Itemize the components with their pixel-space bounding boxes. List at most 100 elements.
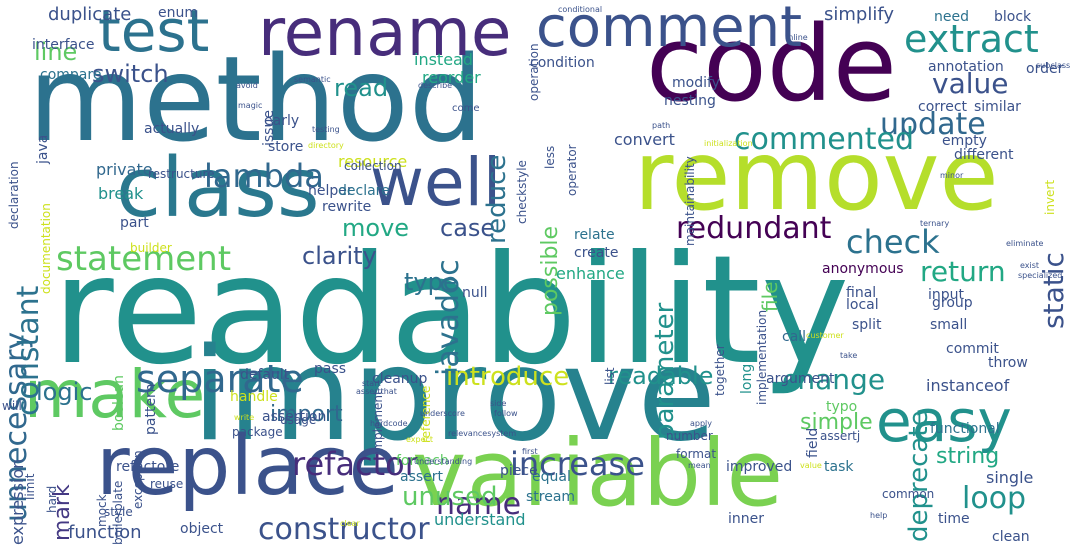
word-value: value <box>800 461 822 470</box>
word-operation: operation <box>527 43 541 101</box>
word-unused: unused <box>402 482 498 512</box>
word-helper: helper <box>308 183 353 199</box>
word-rewrite: rewrite <box>322 199 372 215</box>
word-customer: customer <box>806 331 844 340</box>
word-time: time <box>938 511 970 527</box>
word-start: start <box>362 379 381 388</box>
word-invert: invert <box>1043 180 1057 216</box>
word-package: package <box>232 425 283 439</box>
word-hardcode: hardcode <box>370 419 408 428</box>
word-enum: enum <box>158 5 198 21</box>
word-refactor: refactor <box>292 445 418 483</box>
word-typo: typo <box>826 399 858 415</box>
word-instead: instead <box>414 50 473 69</box>
word-limit: limit <box>23 473 37 500</box>
word-empty: empty <box>942 133 987 149</box>
word-readability: readability <box>52 224 850 398</box>
word-maintainability: maintainability <box>683 156 697 246</box>
word-block: block <box>994 9 1032 25</box>
word-help: help <box>870 511 888 520</box>
word-will: will <box>2 399 22 413</box>
word-together: together <box>713 343 727 396</box>
word-argument: argument <box>766 371 835 387</box>
word-break: break <box>98 184 144 203</box>
word-path: path <box>652 121 671 130</box>
word-method: method <box>28 30 484 168</box>
word-handle: handle <box>230 389 278 405</box>
word-switch: switch <box>92 60 169 88</box>
word-readable: readable <box>608 362 714 390</box>
word-clean: clean <box>992 529 1030 545</box>
word-store: store <box>268 139 304 155</box>
word-rename: rename <box>258 0 512 71</box>
word-mock: mock <box>95 494 109 527</box>
word-group: group <box>932 295 973 311</box>
word-small: small <box>930 317 968 333</box>
word-assert: assert <box>400 469 444 485</box>
word-statement: statement <box>56 239 232 279</box>
word-write: write <box>234 413 255 422</box>
word-task: task <box>824 459 854 475</box>
word-class: class <box>116 141 320 236</box>
word-compare: compare <box>40 67 102 83</box>
word-change: change <box>782 363 886 396</box>
word-specialized: specialized <box>1018 271 1063 280</box>
word-java: java <box>35 134 51 164</box>
word-interface: interface <box>32 37 95 53</box>
word-separate: separate <box>136 357 304 401</box>
word-nesting: nesting <box>664 93 716 109</box>
word-expect: expect <box>406 435 434 444</box>
word-name: name <box>436 487 522 522</box>
word-follow: follow <box>494 409 518 418</box>
word-inner: inner <box>728 511 765 527</box>
word-early: early <box>264 113 300 129</box>
word-boilerplate: boilerplate <box>111 480 125 545</box>
word-equal: equal <box>532 469 571 485</box>
word-modify: modify <box>672 75 720 91</box>
word-actually: actually <box>144 121 200 137</box>
word-function: function <box>68 522 142 543</box>
word-need: need <box>934 9 969 25</box>
word-avoid: avoid <box>236 81 258 90</box>
word-assertthat: assertthat <box>356 387 397 396</box>
word-final: final <box>846 285 877 301</box>
word-first: first <box>522 447 538 456</box>
word-foreach: foreach <box>396 453 449 469</box>
word-documentation: documentation <box>39 202 53 294</box>
word-side: side <box>490 399 507 408</box>
word-replace: replace <box>96 419 399 514</box>
word-constructor: constructor <box>258 512 430 547</box>
word-similar: similar <box>974 99 1021 115</box>
word-check: check <box>846 223 940 261</box>
word-long: long <box>739 363 755 394</box>
word-null: null <box>462 285 488 301</box>
word-case: case <box>440 214 496 242</box>
word-reuse: reuse <box>150 477 184 491</box>
word-collection: collection <box>344 159 402 173</box>
word-eliminate: eliminate <box>1006 239 1044 248</box>
word-refactore: refactore <box>116 459 180 475</box>
word-value: value <box>932 67 1009 100</box>
word-initialization: initialization <box>704 139 753 148</box>
word-anonymous: anonymous <box>822 261 904 277</box>
word-clarity: clarity <box>302 242 377 270</box>
word-default: default <box>240 367 290 383</box>
word-static: static <box>1037 251 1070 329</box>
word-move: move <box>342 214 410 242</box>
word-minor: minor <box>940 171 964 180</box>
word-input: input <box>928 287 965 303</box>
word-conditional: conditional <box>558 5 603 14</box>
word-inline: inline <box>786 33 808 42</box>
word-declare: declare <box>338 183 390 199</box>
word-understanding: understanding <box>414 457 473 466</box>
word-correct: correct <box>918 99 968 115</box>
word-create: create <box>574 245 619 261</box>
word-understand: understand <box>434 510 526 529</box>
word-apply: apply <box>690 419 713 428</box>
word-different: different <box>954 147 1014 163</box>
word-single: single <box>986 468 1034 487</box>
word-stream: stream <box>526 489 576 505</box>
word-magic: magic <box>238 101 263 110</box>
word-underscore: underscore <box>420 409 465 418</box>
word-simple: simple <box>800 410 873 435</box>
